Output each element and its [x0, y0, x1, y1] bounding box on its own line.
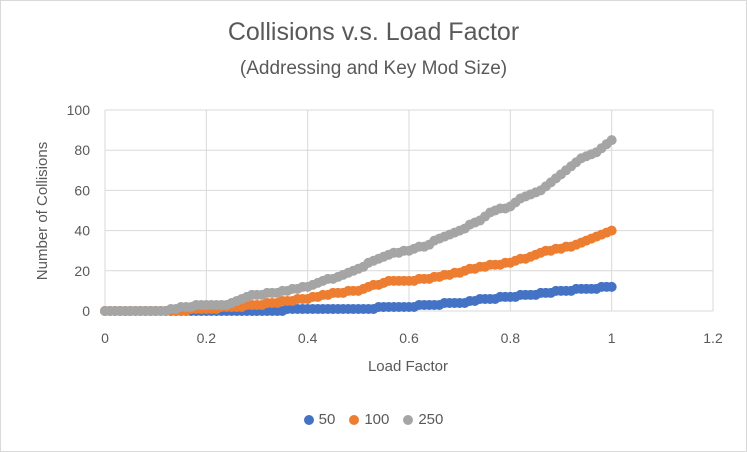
y-tick-label: 0 — [82, 303, 90, 319]
legend-swatch-100 — [349, 414, 360, 425]
y-tick-label: 100 — [67, 102, 91, 118]
legend-swatch-250 — [403, 414, 414, 425]
y-tick-label: 80 — [74, 142, 90, 158]
legend-item-100: 100 — [349, 411, 389, 428]
chart-subtitle: (Addressing and Key Mod Size) — [239, 58, 508, 79]
y-tick-labels: 0 20 40 60 80 100 — [67, 102, 91, 319]
series-250 — [100, 135, 617, 316]
data-point-50 — [606, 281, 617, 292]
legend: 50 100 250 — [0, 411, 747, 428]
data-series — [100, 135, 617, 316]
y-tick-label: 60 — [74, 182, 90, 198]
data-point-250 — [606, 135, 617, 146]
x-tick-label: 1.2 — [703, 330, 723, 346]
chart-title: Collisions v.s. Load Factor — [227, 18, 520, 46]
y-axis-title: Number of Collisions — [34, 142, 51, 280]
x-tick-label: 0.8 — [501, 330, 521, 346]
y-tick-label: 20 — [74, 263, 90, 279]
x-tick-label: 0.6 — [399, 330, 419, 346]
x-tick-label: 1 — [608, 330, 616, 346]
legend-label-250: 250 — [418, 411, 444, 428]
legend-swatch-50 — [303, 414, 314, 425]
data-point-100 — [606, 225, 617, 236]
x-axis-title: Load Factor — [368, 358, 448, 375]
legend-item-250: 250 — [403, 411, 443, 428]
y-tick-label: 40 — [74, 223, 90, 239]
legend-label-50: 50 — [318, 411, 336, 428]
grid-lines — [104, 109, 714, 312]
x-tick-labels: 0 0.2 0.4 0.6 0.8 1 1.2 — [101, 330, 723, 346]
x-tick-label: 0.4 — [298, 330, 318, 346]
legend-label-100: 100 — [364, 411, 390, 428]
legend-item-50: 50 — [303, 411, 336, 428]
x-tick-label: 0 — [101, 330, 109, 346]
x-tick-label: 0.2 — [197, 330, 217, 346]
